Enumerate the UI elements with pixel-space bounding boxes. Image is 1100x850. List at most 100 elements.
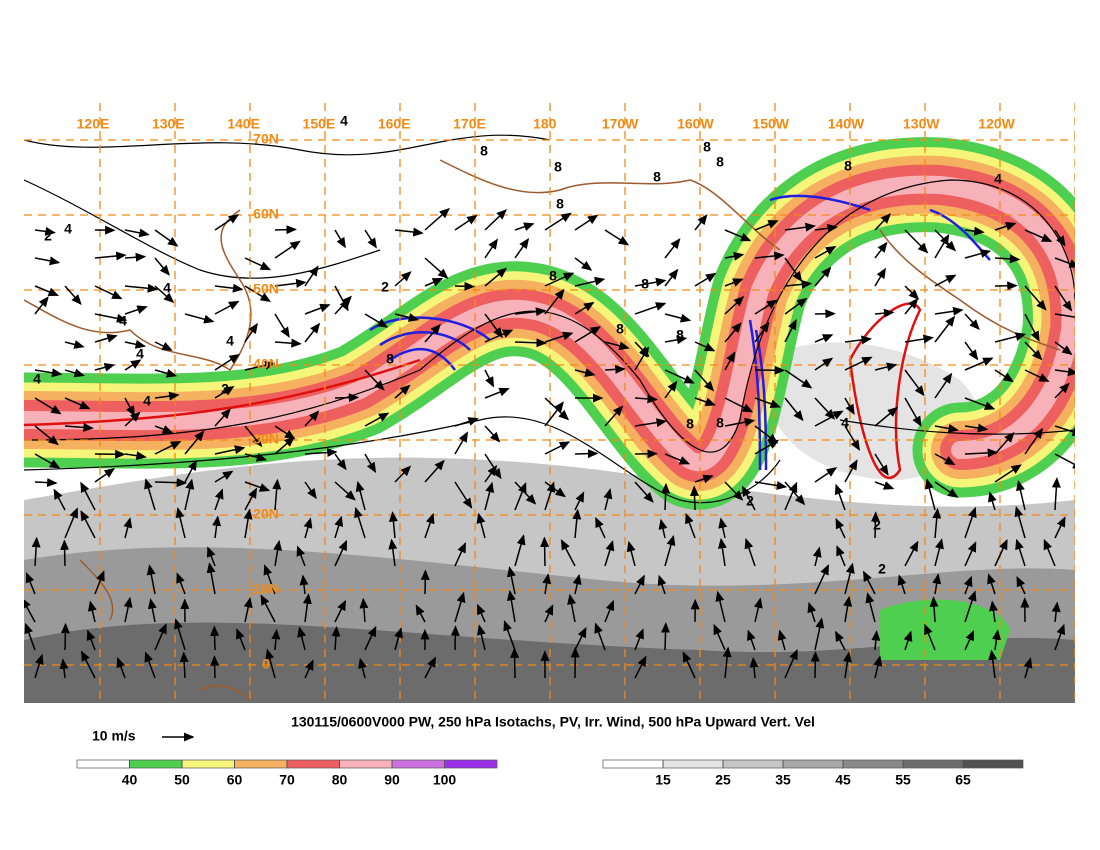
contour-label: 4 [119,313,127,329]
wind-arrow [34,653,44,679]
wind-arrow [154,257,170,276]
wind-arrow [53,488,66,511]
wind-arrow [394,627,403,651]
wind-arrow [236,628,246,651]
contour-label: 8 [616,321,624,337]
wind-arrow [175,507,186,539]
wind-arrow [304,410,320,427]
wind-arrow [744,538,756,567]
wind-arrow [510,647,520,679]
wind-arrow [664,369,695,384]
wind-arrow [542,573,552,595]
wind-arrow [334,393,360,403]
wind-arrow [364,313,389,328]
contour-label: 8 [549,268,557,284]
contour-label: 4 [143,393,151,409]
wind-arrow [34,425,59,446]
wind-arrow [243,508,253,539]
wind-arrow [454,281,475,291]
wind-arrow [814,564,829,595]
wind-arrow [454,417,479,427]
colorbar-box [444,759,498,769]
wind-arrow [992,629,1001,651]
wind-arrow [299,574,309,595]
wind-arrow [484,329,514,343]
wind-arrow [364,229,377,249]
longitude-label: 180 [533,116,557,132]
wind-arrow [604,540,615,567]
wind-arrow [603,488,613,511]
wind-arrow [514,307,547,317]
latitude-label: 40N [253,356,279,372]
wind-arrow [265,648,276,679]
colorbar-box [234,759,288,769]
wind-arrow [814,334,834,343]
wind-arrow [836,545,846,567]
wind-arrow [634,277,667,287]
wind-arrow [154,391,180,401]
wind-arrow [94,251,127,261]
wind-arrow [358,657,367,679]
wind-arrow [784,481,798,511]
wind-arrow [932,573,942,595]
wind-arrow [634,628,644,651]
longitude-label: 170W [602,116,639,132]
wind-arrow [964,397,996,410]
wind-arrow [94,468,116,483]
wind-arrow [484,369,494,388]
wind-arrow [604,341,630,351]
wind-arrow [874,362,898,372]
longitude-label: 150W [752,116,789,132]
wind-arrow [560,539,576,567]
wind-arrow [657,574,667,595]
wind-arrow [454,214,478,231]
isotach-shading [24,137,1075,510]
wind-arrow [477,603,486,623]
wind-arrow [415,604,426,623]
wind-arrow [484,464,498,483]
wind-arrow [682,651,696,679]
wind-arrow [364,625,377,651]
wind-arrow [424,257,449,279]
wind-arrow [214,353,240,371]
colorbar-label: 80 [332,772,348,788]
wind-arrow [1051,601,1061,623]
contour-label: 4 [994,171,1002,187]
wind-arrow [94,313,128,323]
wind-arrow [354,506,366,539]
wind-arrow [572,573,582,595]
wind-arrow [297,626,307,651]
wind-arrow [124,359,142,371]
wind-arrow [987,573,996,595]
wind-arrow [124,411,141,427]
wind-arrow [394,384,411,399]
wind-arrow [713,623,726,651]
wind-arrow [814,617,825,651]
wind-arrow [934,234,950,259]
wind-arrow [244,285,271,302]
wind-arrow [1024,229,1053,242]
wind-arrow [694,369,715,392]
wind-arrow [244,360,276,371]
contour-label: 8 [556,196,564,212]
wind-arrow [484,209,507,231]
wind-arrow [814,246,837,259]
wind-arrow [604,599,615,623]
colorbar-label: 100 [433,772,457,788]
wind-arrow [1015,538,1026,567]
wind-arrow [994,432,1015,455]
wind-arrow [664,453,691,465]
wind-arrow [176,572,186,595]
contour-label: 4 [64,221,72,237]
wind-arrow [214,445,246,455]
wind-arrow [664,238,681,259]
wind-arrow [664,335,688,345]
colorbar-label: 25 [715,772,731,788]
wind-arrow [754,251,785,261]
wind-arrow [784,648,798,679]
wind-arrow [874,481,895,490]
map-labels: 120E 130E 140E 150E 160E 170E 180 170W 160W 150W 1… [33,113,1016,672]
wind-arrow [124,228,150,238]
wind-arrow [1014,505,1026,539]
wind-arrow [812,546,822,567]
